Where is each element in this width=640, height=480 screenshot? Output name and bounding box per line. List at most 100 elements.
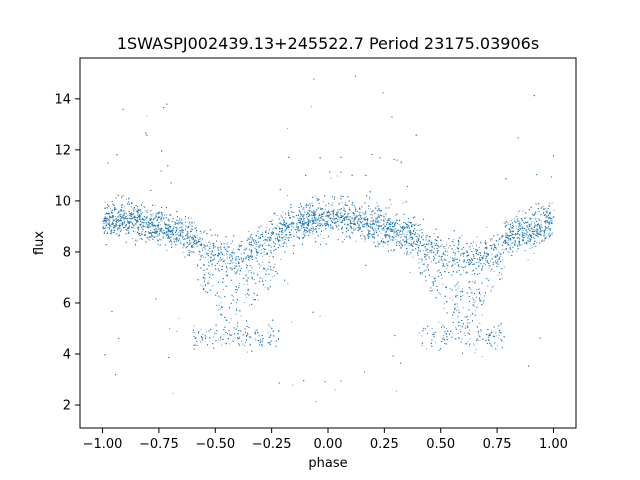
data-point — [223, 333, 225, 335]
data-point — [246, 334, 248, 336]
data-point — [104, 231, 106, 233]
data-point — [408, 245, 410, 247]
data-point — [176, 233, 178, 235]
data-point — [255, 330, 257, 332]
data-point — [189, 241, 191, 243]
data-point — [223, 338, 225, 340]
data-point — [370, 224, 372, 226]
data-point — [202, 243, 204, 245]
data-point — [106, 225, 108, 227]
data-point — [416, 239, 418, 241]
data-point — [369, 230, 371, 232]
data-point — [318, 202, 320, 204]
data-point — [522, 227, 524, 229]
data-point — [339, 209, 341, 211]
data-point — [269, 245, 271, 247]
data-point — [536, 235, 538, 237]
data-point — [262, 255, 264, 257]
data-point — [342, 216, 344, 218]
data-point — [527, 259, 529, 261]
data-point — [268, 237, 270, 239]
data-point — [286, 195, 288, 197]
data-point — [505, 241, 507, 243]
data-point — [211, 265, 213, 267]
data-point — [212, 285, 214, 287]
data-point — [461, 338, 463, 340]
data-point — [515, 225, 517, 227]
data-point — [403, 228, 405, 230]
data-point — [345, 201, 347, 203]
data-point — [220, 297, 222, 299]
data-point — [458, 321, 460, 323]
data-point — [447, 251, 449, 253]
data-point — [246, 257, 248, 259]
data-point — [301, 217, 303, 219]
data-point — [392, 239, 394, 241]
data-point — [311, 218, 313, 219]
data-point — [128, 201, 130, 203]
data-point — [156, 233, 158, 235]
data-point — [221, 344, 223, 346]
data-point — [277, 235, 279, 237]
data-point — [322, 212, 324, 214]
data-point — [235, 256, 237, 258]
data-point — [233, 261, 235, 263]
data-point — [530, 235, 532, 237]
data-point — [229, 343, 231, 345]
data-point — [544, 238, 546, 240]
data-point — [201, 248, 203, 250]
data-point — [231, 262, 233, 264]
data-point — [207, 249, 209, 251]
data-point — [518, 226, 520, 228]
data-point — [194, 239, 196, 241]
data-point — [265, 230, 267, 232]
data-point — [522, 221, 524, 223]
data-point — [192, 244, 194, 246]
data-point — [265, 227, 267, 229]
data-point — [257, 237, 259, 239]
data-point — [239, 273, 241, 275]
data-point — [226, 243, 228, 245]
data-point — [355, 240, 357, 242]
data-point — [499, 279, 501, 281]
data-point — [248, 271, 250, 273]
data-point — [238, 244, 240, 246]
data-point — [104, 227, 106, 229]
data-point — [319, 228, 321, 230]
data-point — [160, 239, 162, 241]
data-point — [457, 287, 459, 289]
data-point — [286, 245, 288, 247]
data-point — [196, 265, 198, 267]
data-point — [377, 222, 379, 224]
data-point — [158, 227, 160, 229]
data-point — [295, 234, 297, 236]
data-point — [272, 256, 274, 258]
data-point — [202, 334, 204, 336]
data-point — [127, 222, 129, 224]
data-point — [427, 244, 429, 246]
data-point — [112, 232, 114, 234]
data-point — [504, 240, 506, 242]
data-point — [534, 222, 536, 224]
data-point — [311, 231, 313, 233]
data-point — [178, 317, 180, 319]
data-point — [304, 236, 306, 238]
data-point — [483, 302, 484, 304]
data-point — [516, 228, 518, 230]
data-point — [521, 224, 523, 226]
data-point — [330, 210, 332, 212]
data-point — [515, 215, 517, 217]
data-point — [129, 197, 131, 199]
data-point — [229, 260, 231, 262]
data-point — [460, 254, 462, 256]
data-point — [444, 265, 446, 267]
data-point — [373, 230, 375, 232]
data-point — [169, 328, 171, 330]
data-point — [538, 222, 540, 224]
data-point — [352, 202, 354, 204]
data-point — [234, 265, 236, 267]
data-point — [189, 224, 191, 226]
data-point — [513, 242, 515, 244]
data-point — [519, 225, 521, 227]
data-point — [318, 213, 320, 215]
